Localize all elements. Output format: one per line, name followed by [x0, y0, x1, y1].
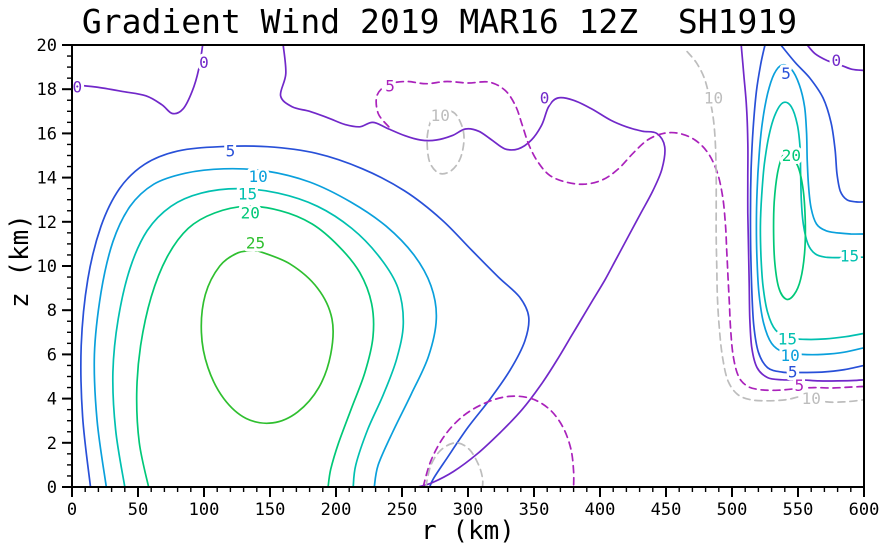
- contour-label: 10: [431, 106, 450, 125]
- plot-border: [71, 44, 865, 488]
- x-tick-label: 350: [519, 500, 550, 520]
- x-tick-label: 550: [783, 500, 814, 520]
- y-tick-label: 16: [37, 124, 57, 144]
- contour-line-level-10: [93, 167, 438, 487]
- x-tick-label: 0: [67, 500, 77, 520]
- contour-line-level-20: [135, 205, 375, 487]
- contour-label: 20: [241, 203, 260, 222]
- contour-line-level--10: [424, 441, 484, 487]
- contour-label: 10: [802, 389, 821, 408]
- contour-line-level-5: [80, 145, 530, 487]
- contour-label: 15: [840, 247, 859, 266]
- contour-label: 10: [780, 346, 799, 365]
- x-tick-label: 50: [128, 500, 148, 520]
- contour-label: 15: [238, 185, 257, 204]
- contour-label: 10: [704, 89, 723, 108]
- contour-label: 5: [385, 76, 395, 95]
- y-tick-label: 0: [47, 478, 57, 498]
- contour-label: 5: [794, 376, 804, 395]
- y-tick-label: 20: [37, 36, 57, 56]
- y-tick-label: 18: [37, 80, 57, 100]
- contour-label: 15: [778, 329, 797, 348]
- contour-line-level-20: [772, 152, 807, 301]
- x-axis-ticks: 0 50 100 150 200 250 300 350 400 450 500 550 600: [67, 487, 879, 520]
- contour-line-level-5: [779, 45, 864, 203]
- contour-line-level-15: [111, 187, 405, 487]
- contour-line-level-0: [740, 45, 864, 382]
- y-tick-label: 4: [47, 390, 57, 410]
- x-tick-label: 400: [585, 500, 616, 520]
- contour-label: 5: [788, 363, 798, 382]
- contour-label: 20: [782, 146, 801, 165]
- x-tick-label: 200: [321, 500, 352, 520]
- y-tick-label: 14: [37, 169, 57, 189]
- contour-line-level-0: [72, 45, 204, 115]
- x-tick-label: 450: [651, 500, 682, 520]
- chart-title: Gradient Wind 2019 MAR16 12Z SH1919: [81, 2, 798, 41]
- contour-lines: [72, 45, 864, 487]
- contour-line-level-10: [755, 63, 864, 356]
- contour-label: 25: [246, 233, 265, 252]
- contour-line-level--10: [686, 50, 864, 404]
- y-axis-ticks: 0 2 4 6 8 10 12 14 16 18 20: [37, 36, 72, 498]
- contour-line-level--5: [422, 395, 575, 487]
- contour-label: 5: [781, 64, 791, 83]
- contour-line-level--10: [426, 109, 465, 175]
- y-tick-label: 12: [37, 213, 57, 233]
- contour-line-level-5: [749, 45, 864, 374]
- contour-label: 0: [540, 89, 550, 108]
- x-axis-label: r (km): [421, 516, 515, 546]
- contour-line-level-25: [200, 249, 334, 425]
- x-tick-label: 600: [849, 500, 879, 520]
- contour-label: 10: [248, 167, 267, 186]
- contour-line-level-0: [806, 45, 864, 72]
- x-tick-label: 150: [255, 500, 286, 520]
- y-tick-label: 2: [47, 434, 57, 454]
- y-tick-label: 6: [47, 345, 57, 365]
- y-tick-label: 10: [37, 257, 57, 277]
- x-tick-label: 300: [453, 500, 484, 520]
- contour-label: 0: [831, 51, 841, 70]
- contour-line-level-15: [759, 101, 864, 341]
- contour-label: 0: [72, 77, 82, 96]
- contour-label: 0: [199, 53, 209, 72]
- contour-label: 5: [226, 142, 236, 161]
- x-tick-label: 500: [717, 500, 748, 520]
- x-tick-label: 250: [387, 500, 418, 520]
- y-tick-label: 8: [47, 301, 57, 321]
- x-tick-label: 100: [189, 500, 220, 520]
- contour-line-level-0: [279, 45, 666, 487]
